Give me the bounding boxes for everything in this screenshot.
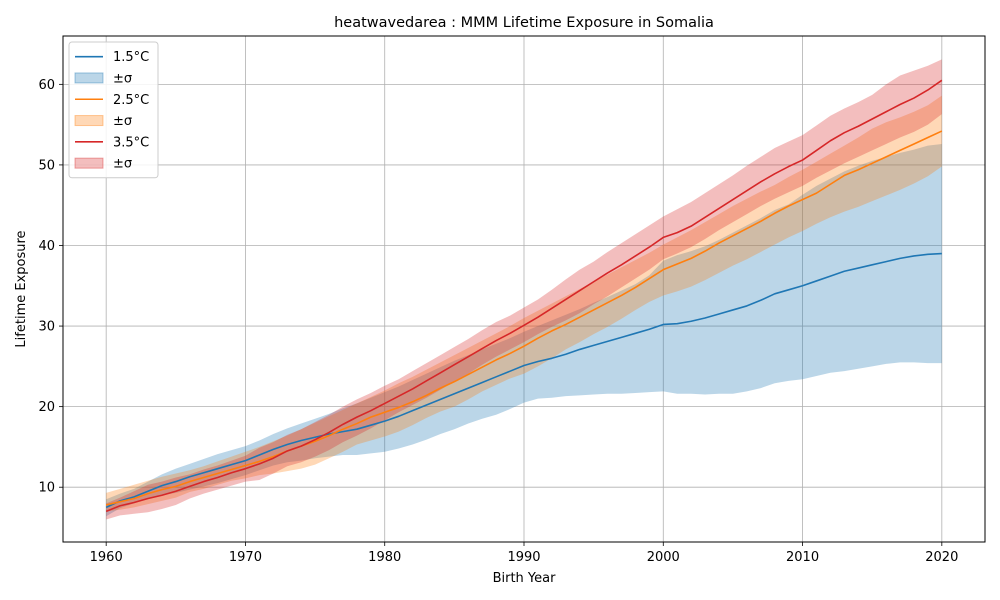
y-tick-label: 10 — [38, 481, 55, 496]
legend-band-label: ±σ — [113, 114, 132, 129]
y-tick-label: 50 — [38, 158, 55, 173]
x-axis-label: Birth Year — [493, 571, 557, 586]
y-tick-label: 30 — [38, 320, 55, 335]
legend-band-swatch — [75, 73, 103, 83]
x-tick-label: 1970 — [229, 550, 262, 565]
x-tick-label: 2000 — [647, 550, 680, 565]
x-tick-label: 2010 — [786, 550, 819, 565]
legend-band-swatch — [75, 116, 103, 126]
chart-title: heatwavedarea : MMM Lifetime Exposure in… — [334, 15, 714, 31]
x-tick-label: 2020 — [925, 550, 958, 565]
y-tick-label: 60 — [38, 78, 55, 93]
y-tick-label: 40 — [38, 239, 55, 254]
legend-band-swatch — [75, 158, 103, 168]
legend-label: 1.5°C — [113, 50, 149, 65]
legend-band-label: ±σ — [113, 157, 132, 172]
y-axis-label: Lifetime Exposure — [14, 230, 29, 347]
y-tick-label: 20 — [38, 400, 55, 415]
x-tick-label: 1990 — [507, 550, 540, 565]
legend-label: 2.5°C — [113, 93, 149, 108]
x-tick-label: 1960 — [90, 550, 123, 565]
x-tick-label: 1980 — [368, 550, 401, 565]
legend: 1.5°C ±σ 2.5°C ±σ 3.5°C ±σ — [69, 42, 158, 178]
legend-band-label: ±σ — [113, 71, 132, 86]
legend-label: 3.5°C — [113, 135, 149, 150]
